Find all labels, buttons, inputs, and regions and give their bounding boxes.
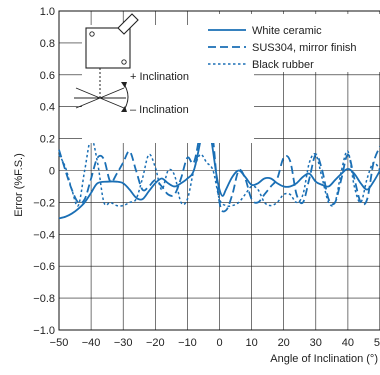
x-tick-label: −10 [178,337,197,349]
x-tick-label: 10 [245,337,257,349]
sensor-head-icon [85,13,139,69]
rotation-arrow-icon [121,82,129,112]
y-axis-title: Error (%F.S.) [13,153,25,217]
x-tick-label: −20 [146,337,165,349]
x-tick-label: 30 [310,337,322,349]
minus-inclination-label: – Inclination [130,104,189,116]
y-tick-label: −0.4 [33,229,55,241]
legend-label-black-rubber: Black rubber [252,59,314,71]
series-line-black-rubber [58,137,380,207]
plot-border [58,10,380,331]
x-tick-label: −50 [50,337,69,349]
legend-label-white-ceramic: White ceramic [252,25,322,37]
x-tick-label: 40 [342,337,354,349]
y-tick-label: −0.8 [33,293,55,305]
y-tick-label: 0.6 [40,70,55,82]
plus-inclination-label: + Inclination [130,71,189,83]
y-tick-label: 0.2 [40,134,55,146]
series-line-sus304 [58,97,380,213]
y-tick-label: 0.8 [40,38,55,50]
series-group [58,97,380,220]
x-tick-label: 20 [278,337,290,349]
x-tick-label: −40 [82,337,101,349]
y-tick-label: −1.0 [33,325,55,337]
y-tick-label: −0.6 [33,261,55,273]
y-tick-label: −0.2 [33,197,55,209]
x-tick-label: 0 [216,337,222,349]
y-tick-label: 0.4 [40,102,55,114]
x-axis-title: Angle of Inclination (°) [270,353,378,365]
inclination-cross-icon [74,87,126,109]
plot-frame [58,10,380,331]
legend-label-sus304: SUS304, mirror finish [252,42,357,54]
legend: White ceramic SUS304, mirror finish Blac… [206,14,380,72]
tick-labels: −50 −40 −30 −20 −10 0 10 20 30 40 50 1.0 0.8 0.6 0.4 0.… [33,6,380,349]
y-tick-label: 0 [49,166,55,178]
x-tick-label: 50 [374,337,380,349]
y-tick-label: 1.0 [40,6,55,18]
x-tick-label: −30 [114,337,133,349]
